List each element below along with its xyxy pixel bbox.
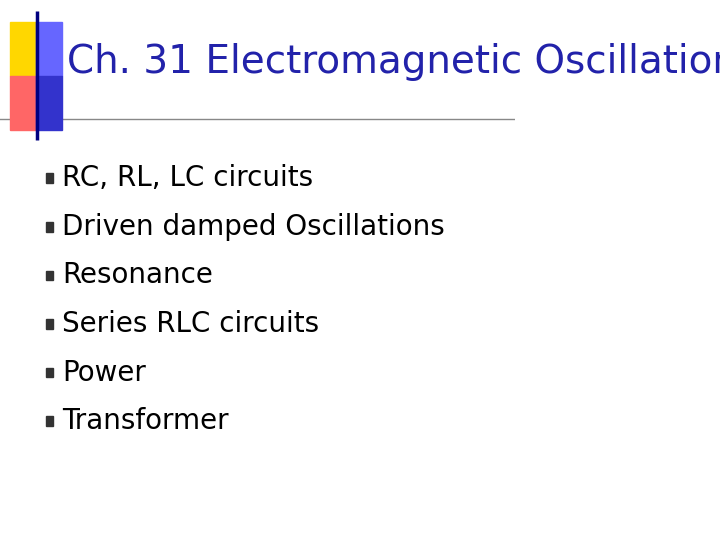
Bar	[46, 271, 53, 280]
Bar	[46, 368, 53, 377]
Bar	[46, 222, 53, 232]
Text: Resonance: Resonance	[62, 261, 212, 289]
Text: Driven damped Oscillations: Driven damped Oscillations	[62, 213, 444, 241]
Text: Transformer: Transformer	[62, 407, 228, 435]
Text: Power: Power	[62, 359, 145, 387]
Bar	[46, 416, 53, 426]
Bar	[36, 22, 62, 76]
Bar	[10, 22, 36, 76]
Bar	[46, 173, 53, 183]
Bar	[10, 76, 36, 130]
Bar	[36, 76, 62, 130]
Text: RC, RL, LC circuits: RC, RL, LC circuits	[62, 164, 313, 192]
Text: Ch. 31 Electromagnetic Oscillations: Ch. 31 Electromagnetic Oscillations	[67, 43, 720, 81]
Text: Series RLC circuits: Series RLC circuits	[62, 310, 319, 338]
Bar	[46, 319, 53, 329]
